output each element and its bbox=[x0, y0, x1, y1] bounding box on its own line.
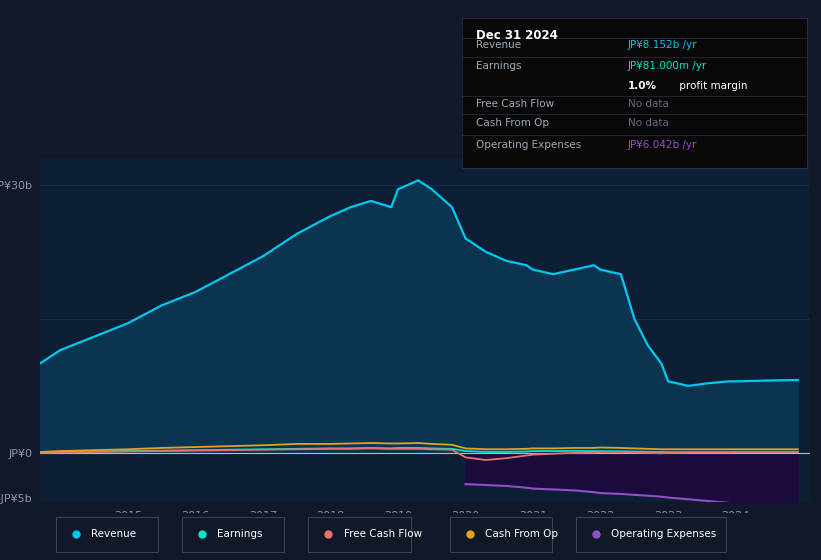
FancyBboxPatch shape bbox=[182, 517, 284, 552]
Text: No data: No data bbox=[627, 99, 668, 109]
Text: Revenue: Revenue bbox=[91, 529, 136, 539]
FancyBboxPatch shape bbox=[576, 517, 726, 552]
Text: Cash From Op: Cash From Op bbox=[485, 529, 558, 539]
Text: JP¥81.000m /yr: JP¥81.000m /yr bbox=[627, 61, 707, 71]
Text: Earnings: Earnings bbox=[218, 529, 263, 539]
FancyBboxPatch shape bbox=[308, 517, 410, 552]
FancyBboxPatch shape bbox=[450, 517, 553, 552]
Text: No data: No data bbox=[627, 118, 668, 128]
Text: Operating Expenses: Operating Expenses bbox=[612, 529, 717, 539]
Text: Operating Expenses: Operating Expenses bbox=[476, 141, 581, 151]
Text: Dec 31 2024: Dec 31 2024 bbox=[476, 29, 557, 41]
Text: JP¥8.152b /yr: JP¥8.152b /yr bbox=[627, 40, 697, 50]
Text: profit margin: profit margin bbox=[676, 81, 747, 91]
FancyBboxPatch shape bbox=[56, 517, 158, 552]
Text: Free Cash Flow: Free Cash Flow bbox=[343, 529, 422, 539]
Text: JP¥6.042b /yr: JP¥6.042b /yr bbox=[627, 141, 697, 151]
Text: Revenue: Revenue bbox=[476, 40, 521, 50]
Text: Cash From Op: Cash From Op bbox=[476, 118, 548, 128]
Text: 1.0%: 1.0% bbox=[627, 81, 657, 91]
Text: Earnings: Earnings bbox=[476, 61, 521, 71]
Text: Free Cash Flow: Free Cash Flow bbox=[476, 99, 554, 109]
